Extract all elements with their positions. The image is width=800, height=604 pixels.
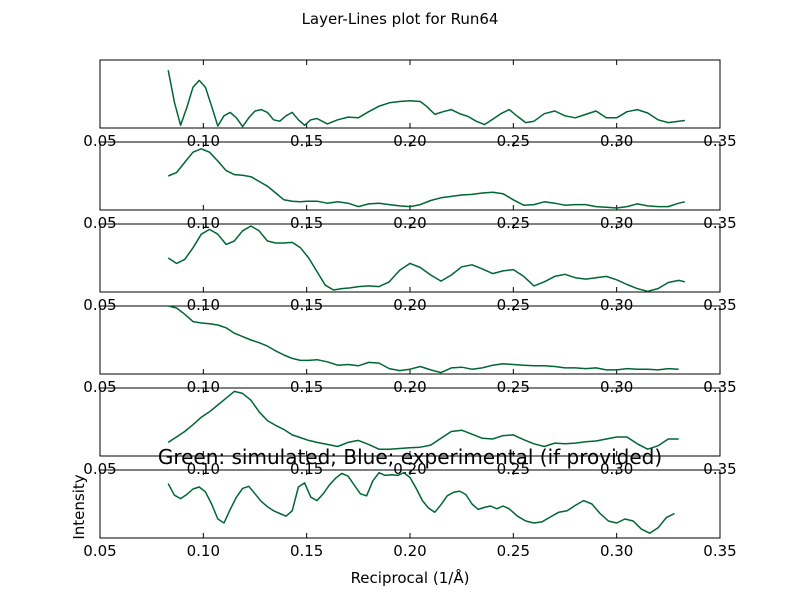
x-tick-label: 0.25	[497, 460, 530, 478]
chart-title: Layer-Lines plot for Run64	[302, 10, 499, 28]
x-tick-label: 0.25	[497, 378, 530, 396]
x-tick-label: 0.30	[600, 296, 633, 314]
panel-5: 0.05 0.10 0.15 0.20 0.25 0.30 0.35	[83, 387, 737, 478]
x-tick-label: 0.20	[393, 378, 426, 396]
x-tick-label: 0.05	[83, 378, 116, 396]
x-tick-label: 0.10	[187, 132, 220, 150]
x-tick-label: 0.15	[290, 132, 323, 150]
panel-1-frame	[99, 59, 721, 129]
panel-4-frame	[99, 305, 721, 375]
legend-annotation: Green: simulated; Blue; experimental (if…	[158, 445, 662, 469]
x-tick-label: 0.05	[83, 214, 116, 232]
panel-4-simulated-line	[168, 305, 679, 374]
panel-6-frame	[99, 469, 721, 539]
x-tick-label: 0.20	[393, 214, 426, 232]
panel-3-frame	[99, 223, 721, 293]
x-tick-label: 0.05	[83, 542, 116, 560]
x-tick-label: 0.25	[497, 214, 530, 232]
x-axis-label: Reciprocal (1/Å)	[351, 568, 470, 587]
x-tick-label: 0.15	[290, 214, 323, 232]
x-tick-label: 0.05	[83, 460, 116, 478]
panel-3: 0.05 0.10 0.15 0.20 0.25 0.30 0.35	[83, 223, 737, 314]
x-tick-label: 0.25	[497, 296, 530, 314]
panel-2: 0.05 0.10 0.15 0.20 0.25 0.30 0.35	[83, 141, 737, 232]
panel-6-simulated-line	[167, 471, 675, 534]
x-tick-label: 0.35	[703, 214, 736, 232]
panel-6: 0.05 0.10 0.15 0.20 0.25 0.30 0.35	[83, 469, 737, 560]
x-tick-label: 0.05	[83, 132, 116, 150]
x-tick-label: 0.10	[187, 460, 220, 478]
panel-3-simulated-line	[167, 225, 686, 293]
x-tick-label: 0.15	[290, 378, 323, 396]
x-tick-label: 0.35	[703, 542, 736, 560]
x-tick-label: 0.30	[600, 460, 633, 478]
x-tick-label: 0.35	[703, 460, 736, 478]
x-tick-label: 0.10	[187, 542, 220, 560]
panel-4: 0.05 0.10 0.15 0.20 0.25 0.30 0.35	[83, 305, 737, 396]
panel-2-simulated-line	[167, 148, 686, 209]
x-tick-label: 0.30	[600, 132, 633, 150]
x-tick-label: 0.20	[393, 296, 426, 314]
y-axis-label: Intensity	[70, 474, 88, 539]
x-tick-label: 0.30	[600, 542, 633, 560]
panels-group: 0.05 0.10 0.15 0.20 0.25 0.30 0.35 0.05 0.10 0.15…	[83, 59, 737, 560]
panel-1-simulated-line	[167, 70, 685, 128]
x-tick-label: 0.20	[393, 132, 426, 150]
x-tick-label: 0.15	[290, 542, 323, 560]
x-tick-label: 0.25	[497, 132, 530, 150]
x-tick-label: 0.35	[703, 296, 736, 314]
panel-5-simulated-line	[167, 390, 679, 450]
x-tick-label: 0.20	[393, 542, 426, 560]
x-tick-label: 0.15	[290, 460, 323, 478]
x-tick-label: 0.25	[497, 542, 530, 560]
x-tick-label: 0.15	[290, 296, 323, 314]
x-tick-label: 0.35	[703, 132, 736, 150]
x-tick-label: 0.10	[187, 214, 220, 232]
x-tick-label: 0.30	[600, 214, 633, 232]
x-tick-label: 0.30	[600, 378, 633, 396]
panel-1: 0.05 0.10 0.15 0.20 0.25 0.30 0.35	[83, 59, 737, 150]
x-tick-label: 0.10	[187, 378, 220, 396]
x-tick-label: 0.05	[83, 296, 116, 314]
x-tick-label: 0.35	[703, 378, 736, 396]
x-tick-label: 0.10	[187, 296, 220, 314]
